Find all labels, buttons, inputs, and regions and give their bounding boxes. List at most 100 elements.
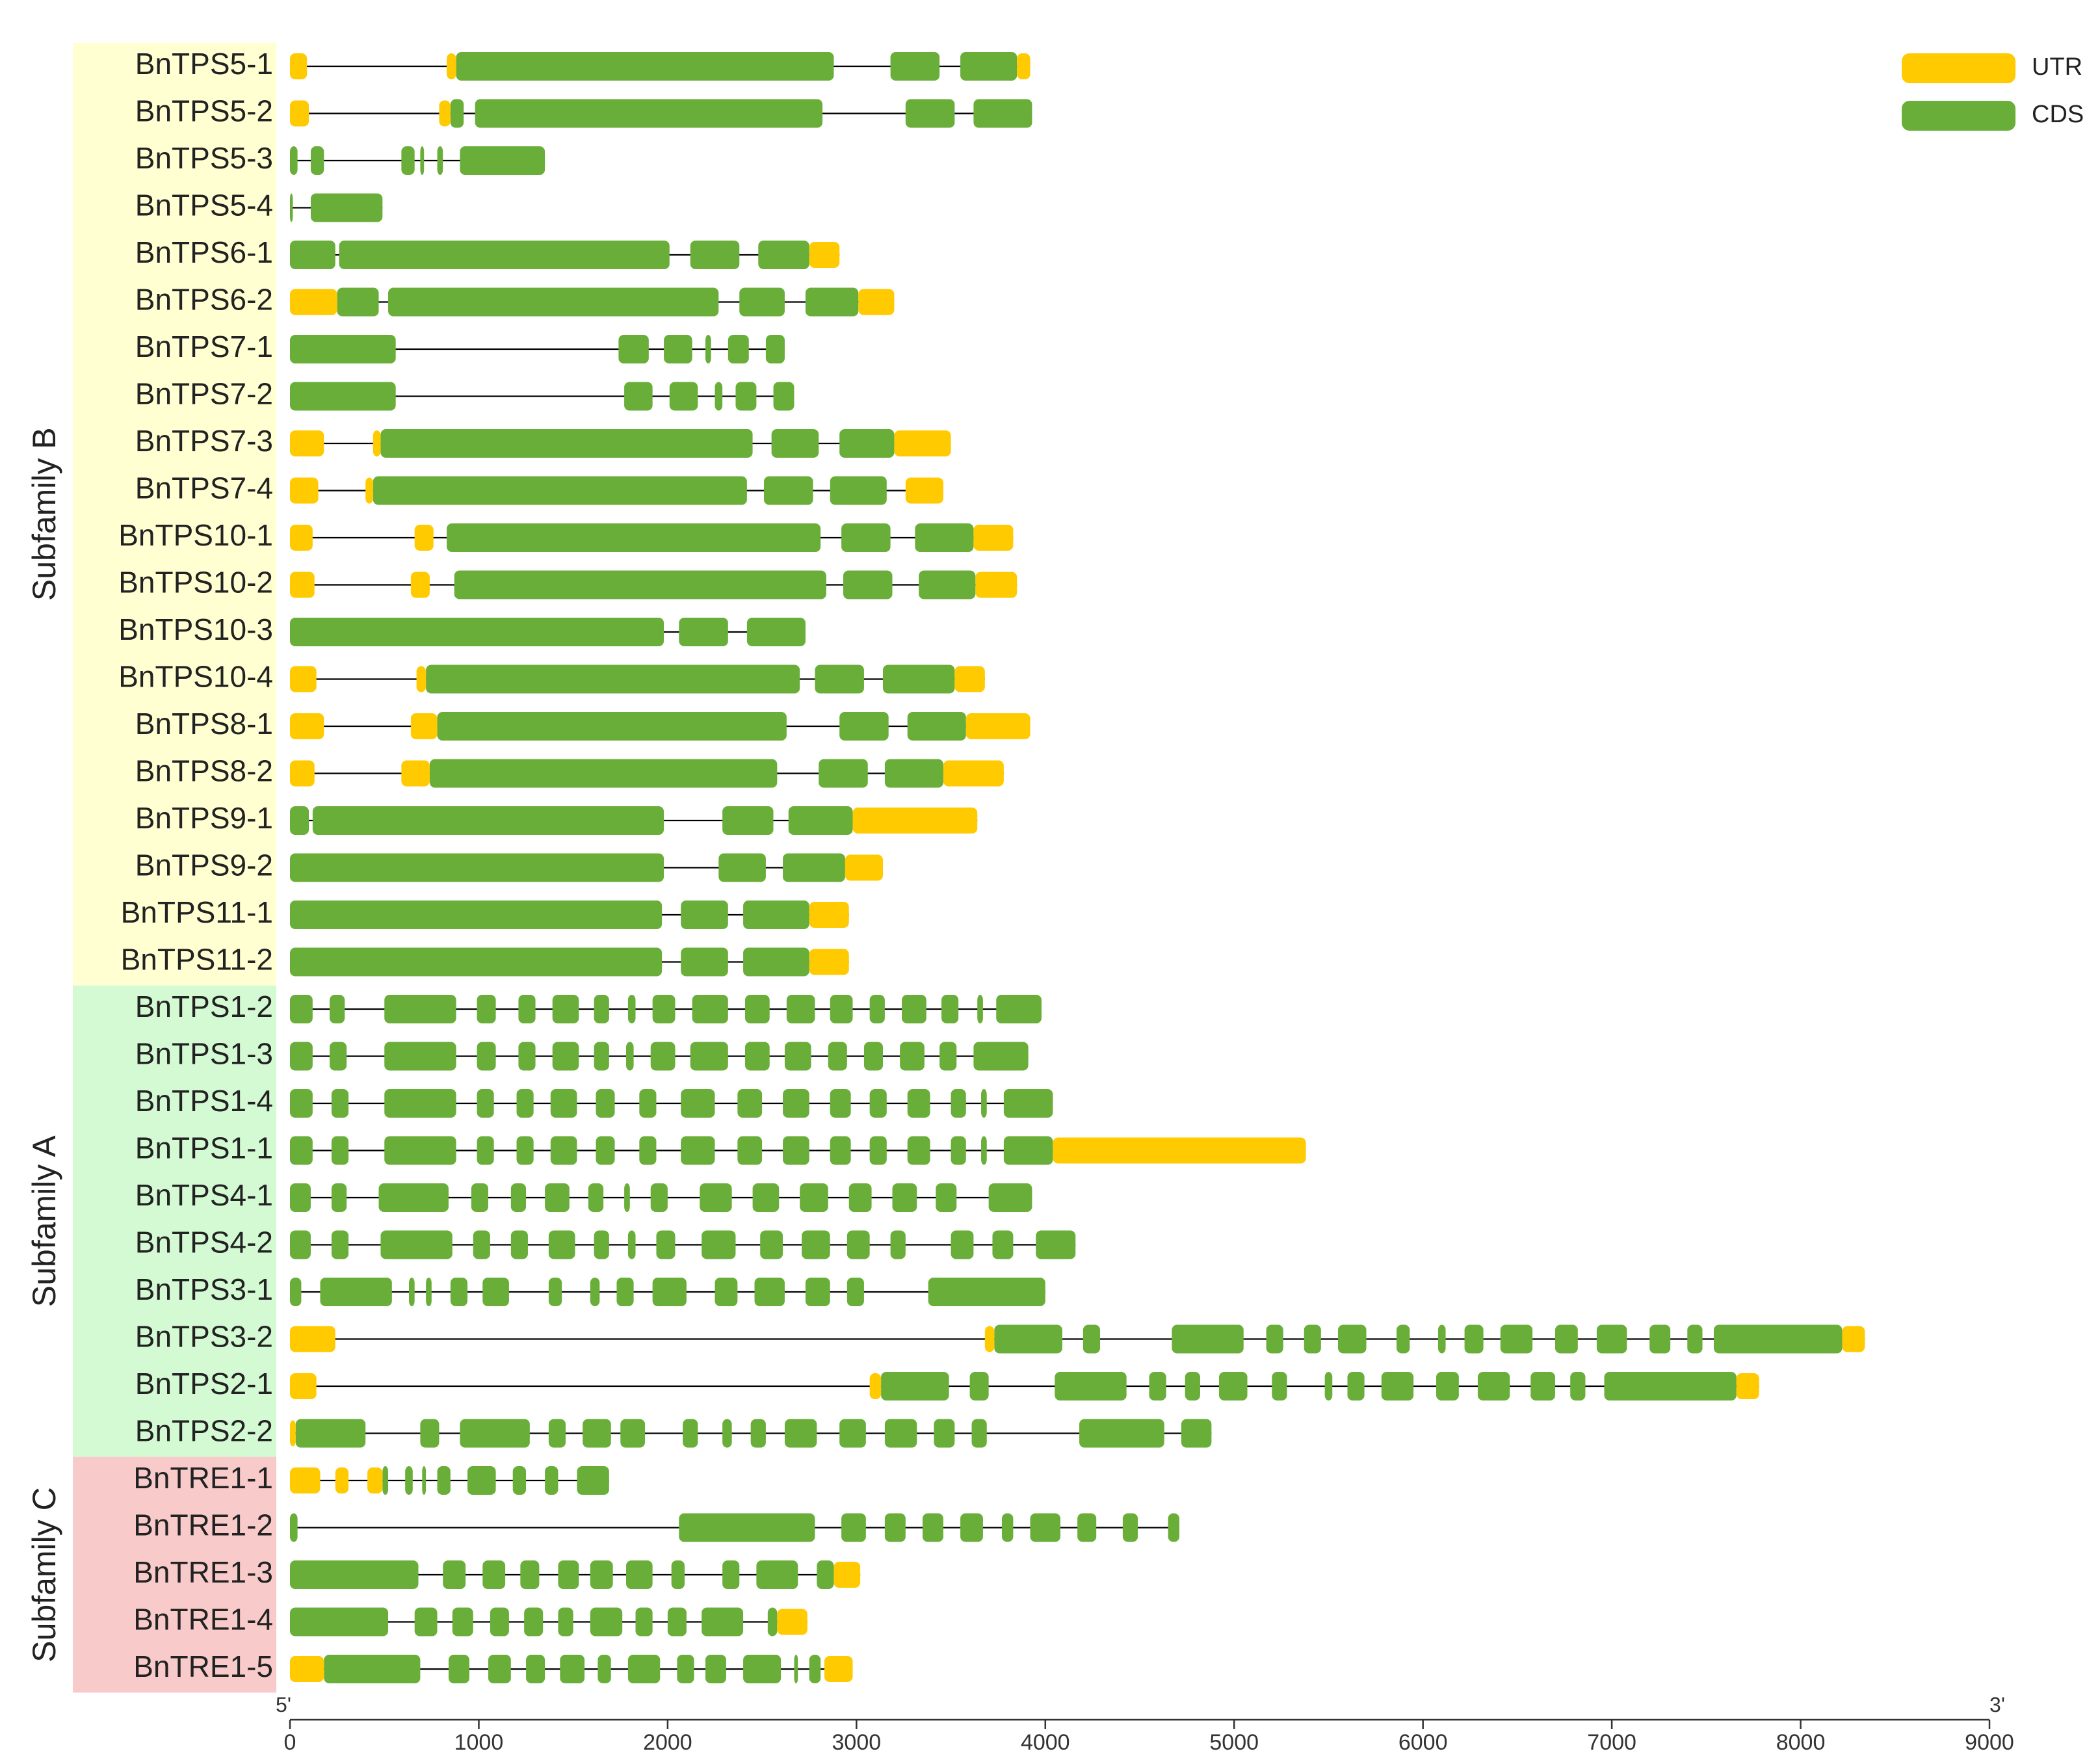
gene-track-BnTPS7-4 [290,476,943,505]
subfamily-a-band [73,985,276,1457]
cds-exon [969,1372,989,1400]
cds-exon [452,1607,473,1637]
cds-exon [310,193,383,222]
cds-exon [863,1042,883,1071]
cds-exon [1436,1372,1459,1400]
cds-exon [597,1655,611,1683]
gene-name-BnTPS7-2: BnTPS7-2 [135,377,273,411]
gene-name-BnTPS7-3: BnTPS7-3 [135,424,273,458]
cds-exon [577,1466,609,1495]
cds-exon [884,1513,906,1542]
cds-exon [426,664,800,694]
utr-segment [824,1656,853,1682]
utr-segment [954,666,985,692]
cds-exon [737,1089,763,1118]
cds-exon [819,759,868,788]
gene-name-BnTPS5-2: BnTPS5-2 [135,94,273,128]
utr-segment [290,666,317,692]
x-tick-label: 8000 [1776,1730,1826,1755]
cds-exon [971,1419,987,1448]
cds-exon [690,241,740,269]
cds-exon [1596,1324,1627,1354]
cds-exon [890,52,940,81]
cds-exon [941,995,959,1023]
cds-exon [373,476,747,505]
cds-exon [847,1278,864,1306]
cds-exon [869,995,885,1023]
gene-name-BnTPS1-1: BnTPS1-1 [135,1131,273,1165]
cds-exon [384,1136,456,1165]
cds-exon [1218,1372,1248,1400]
cds-exon [290,1230,311,1259]
legend-label-utr: UTR [2032,53,2082,81]
subfamily-b-label: Subfamily B [26,427,62,601]
cds-exon [936,1183,957,1212]
utr-segment [290,1420,296,1447]
cds-exon [625,1560,653,1589]
cds-exon [624,382,653,411]
cds-exon [471,1183,488,1212]
cds-exon [671,1560,685,1589]
cds-exon [739,287,785,317]
cds-exon [454,570,826,599]
utr-segment [416,666,427,692]
cds-exon [869,1089,887,1118]
cds-exon [884,759,943,788]
cds-exon [518,1042,536,1071]
cds-exon [669,382,698,411]
gene-name-BnTPS10-1: BnTPS10-1 [118,518,273,552]
cds-exon [384,1089,456,1118]
cds-exon [545,1183,570,1212]
cds-exon [839,712,889,741]
cds-exon [482,1560,506,1589]
cds-exon [828,1042,847,1071]
cds-exon [907,1089,930,1118]
cds-exon [1079,1419,1164,1448]
gene-name-BnTPS7-1: BnTPS7-1 [135,330,273,363]
cds-exon [771,429,819,458]
cds-exon [1030,1513,1061,1542]
cds-exon [841,523,891,552]
cds-exon [635,1607,653,1637]
utr-segment [290,1373,317,1399]
gene-name-BnTPS4-1: BnTPS4-1 [135,1178,273,1212]
utr-segment [290,525,313,551]
cds-exon [1477,1372,1510,1400]
gene-track-BnTPS7-2 [290,382,794,411]
cds-exon [746,618,806,646]
cds-exon [750,1419,766,1448]
gene-name-BnTPS3-2: BnTPS3-2 [135,1320,273,1354]
cds-exon [545,1466,558,1495]
gene-track-BnTPS3-1 [290,1278,1045,1306]
utr-segment [290,477,319,504]
utr-segment [1017,53,1030,79]
cds-exon [380,429,753,458]
cds-exon [681,901,728,929]
gene-track-BnTPS10-2 [290,570,1017,599]
gene-track-BnTPS1-1 [290,1136,1306,1165]
cds-exon [700,1183,732,1212]
cds-exon [550,1136,577,1165]
cds-exon [329,1042,347,1071]
cds-exon [625,1042,634,1071]
utr-segment [777,1609,807,1635]
cds-exon [839,429,895,458]
gene-track-BnTPS6-1 [290,241,840,269]
cds-exon [1181,1419,1212,1448]
gene-name-BnTPS11-2: BnTPS11-2 [121,943,273,977]
cds-exon [1185,1372,1200,1400]
cds-exon [324,1655,421,1683]
cds-exon [744,1042,770,1071]
cds-exon [290,947,663,977]
cds-exon [737,1136,763,1165]
cds-exon [1001,1513,1014,1542]
gene-name-BnTPS4-2: BnTPS4-2 [135,1226,273,1259]
cds-exon [960,52,1017,81]
cds-exon [510,1230,528,1259]
cds-exon [783,1089,809,1118]
cds-exon [422,1466,427,1495]
cds-exon [384,1042,456,1071]
cds-exon [1003,1089,1053,1118]
cds-exon [650,1183,668,1212]
gene-name-BnTRE1-5: BnTRE1-5 [133,1650,273,1683]
